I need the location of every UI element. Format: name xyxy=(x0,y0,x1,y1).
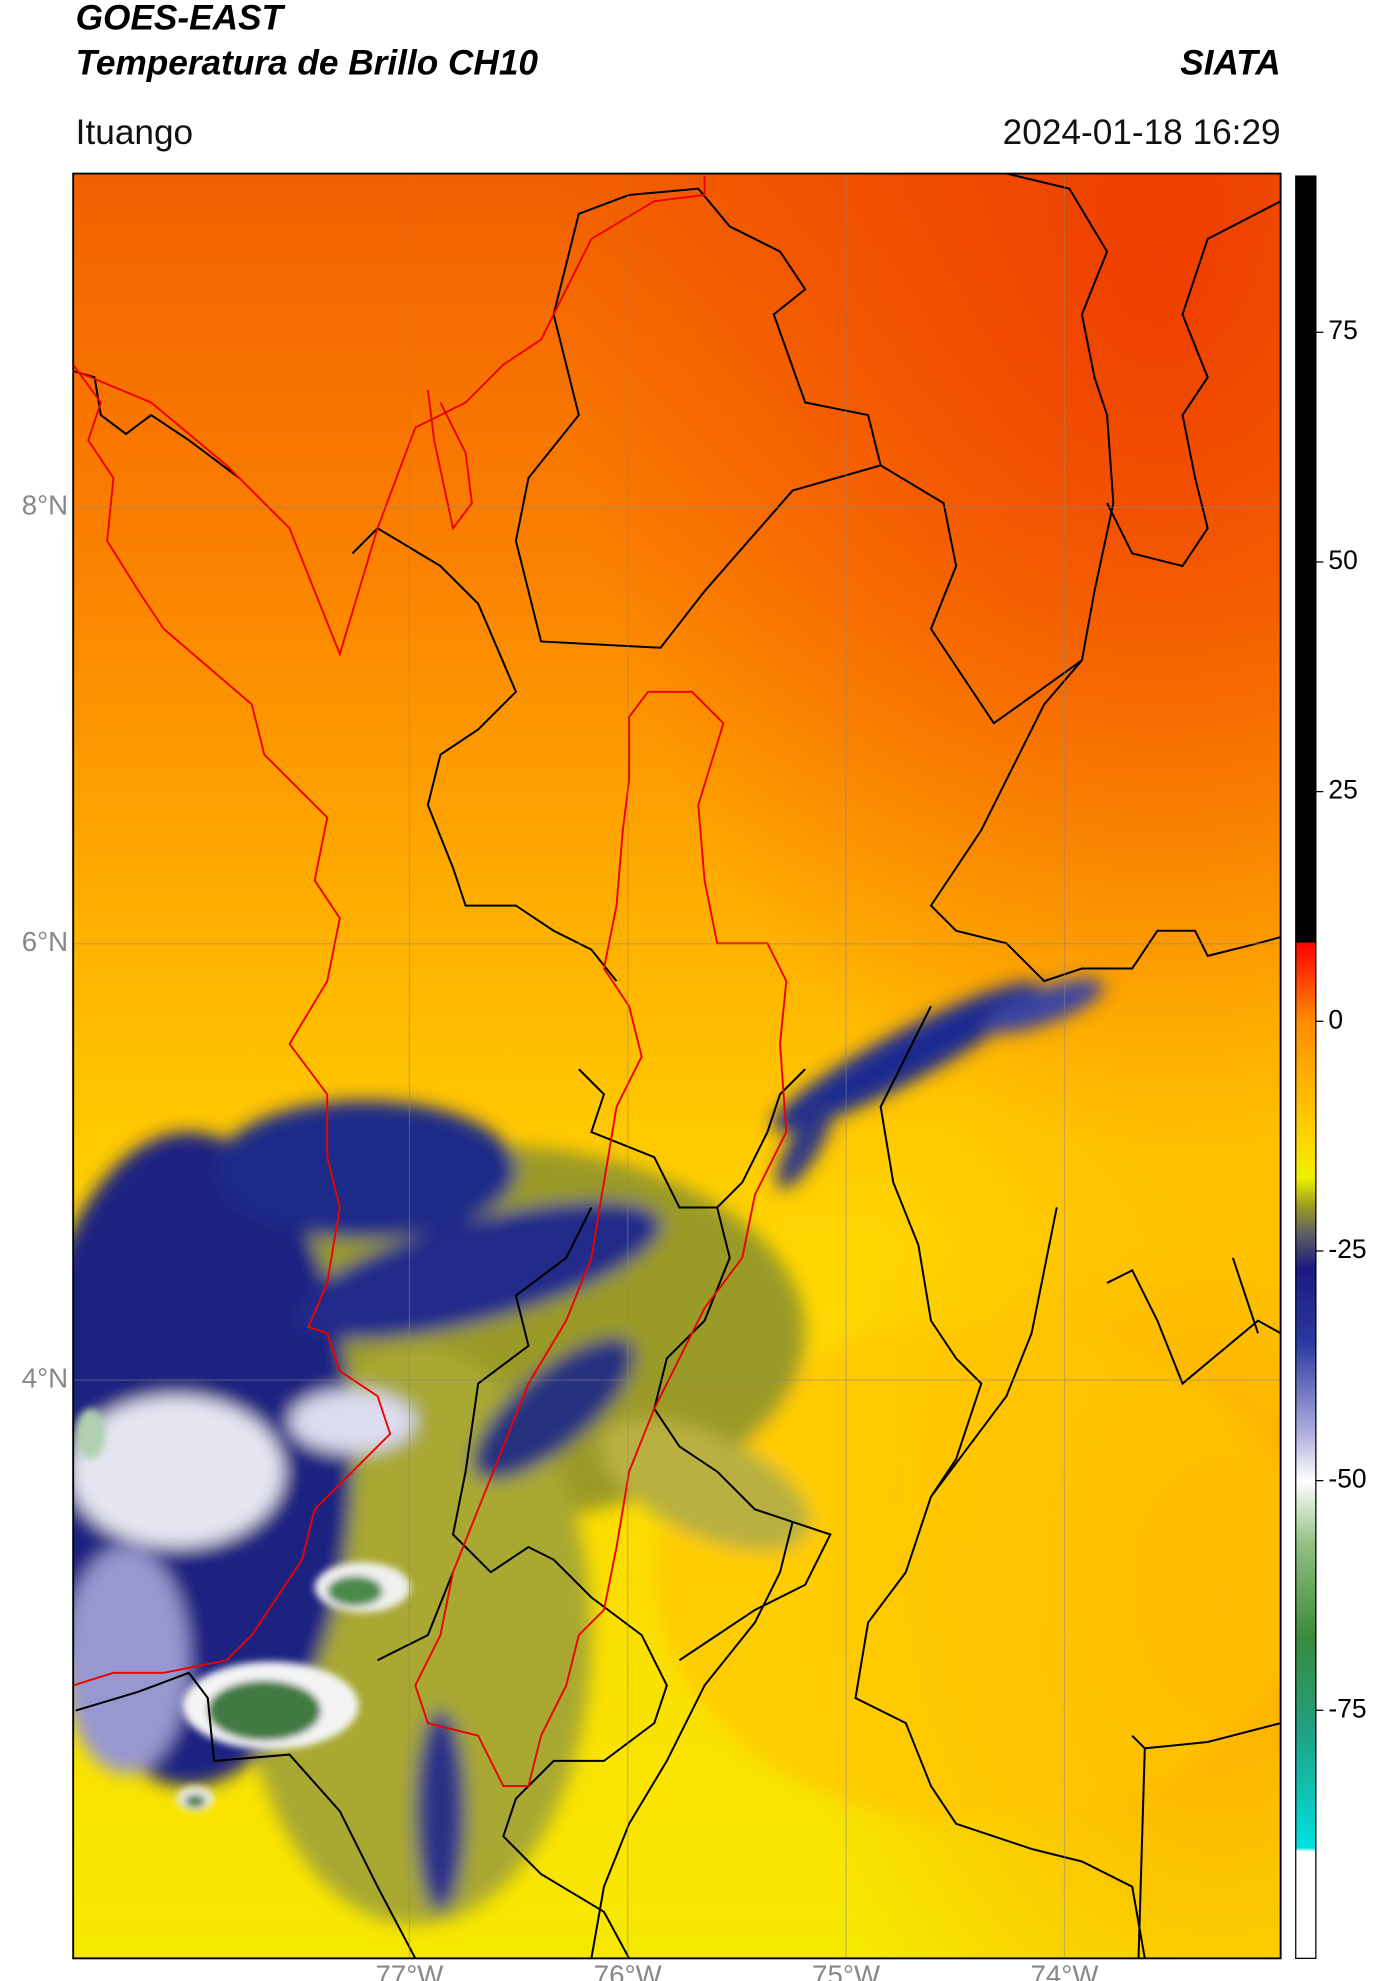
boundaries xyxy=(73,173,1281,1959)
x-tick-label: 76°W xyxy=(594,1960,663,1981)
imagery xyxy=(73,173,1281,1959)
y-tick-label: 6°N xyxy=(22,926,68,957)
colorbar-tick-label: -25 xyxy=(1328,1234,1366,1264)
colorbar xyxy=(1295,175,1317,1959)
timestamp: 2024-01-18 16:29 xyxy=(1003,113,1281,152)
y-tick-label: 4°N xyxy=(22,1362,68,1393)
map-frame xyxy=(72,172,1282,1960)
colorbar-tick-label: 50 xyxy=(1328,545,1357,575)
brand: SIATA xyxy=(1180,44,1280,83)
subtitle: Temperatura de Brillo CH10 xyxy=(76,44,539,83)
colorbar-tick-label: -75 xyxy=(1328,1693,1366,1723)
graticule xyxy=(73,173,1281,1959)
x-tick-label: 77°W xyxy=(375,1960,444,1981)
colorbar-tick-label: 0 xyxy=(1328,1004,1343,1034)
x-tick-label: 74°W xyxy=(1031,1960,1100,1981)
colorbar-tick-label: 25 xyxy=(1328,775,1357,805)
colorbar-ticks: 75 50 25 0 -25 -50 -75 xyxy=(1315,315,1367,1723)
title: GOES-EAST xyxy=(76,0,286,37)
x-tick-label: 75°W xyxy=(812,1960,881,1981)
colorbar-tick-label: -50 xyxy=(1328,1464,1366,1494)
y-tick-label: 8°N xyxy=(22,490,68,521)
colorbar-tick-label: 75 xyxy=(1328,315,1357,345)
location: Ituango xyxy=(76,113,193,152)
